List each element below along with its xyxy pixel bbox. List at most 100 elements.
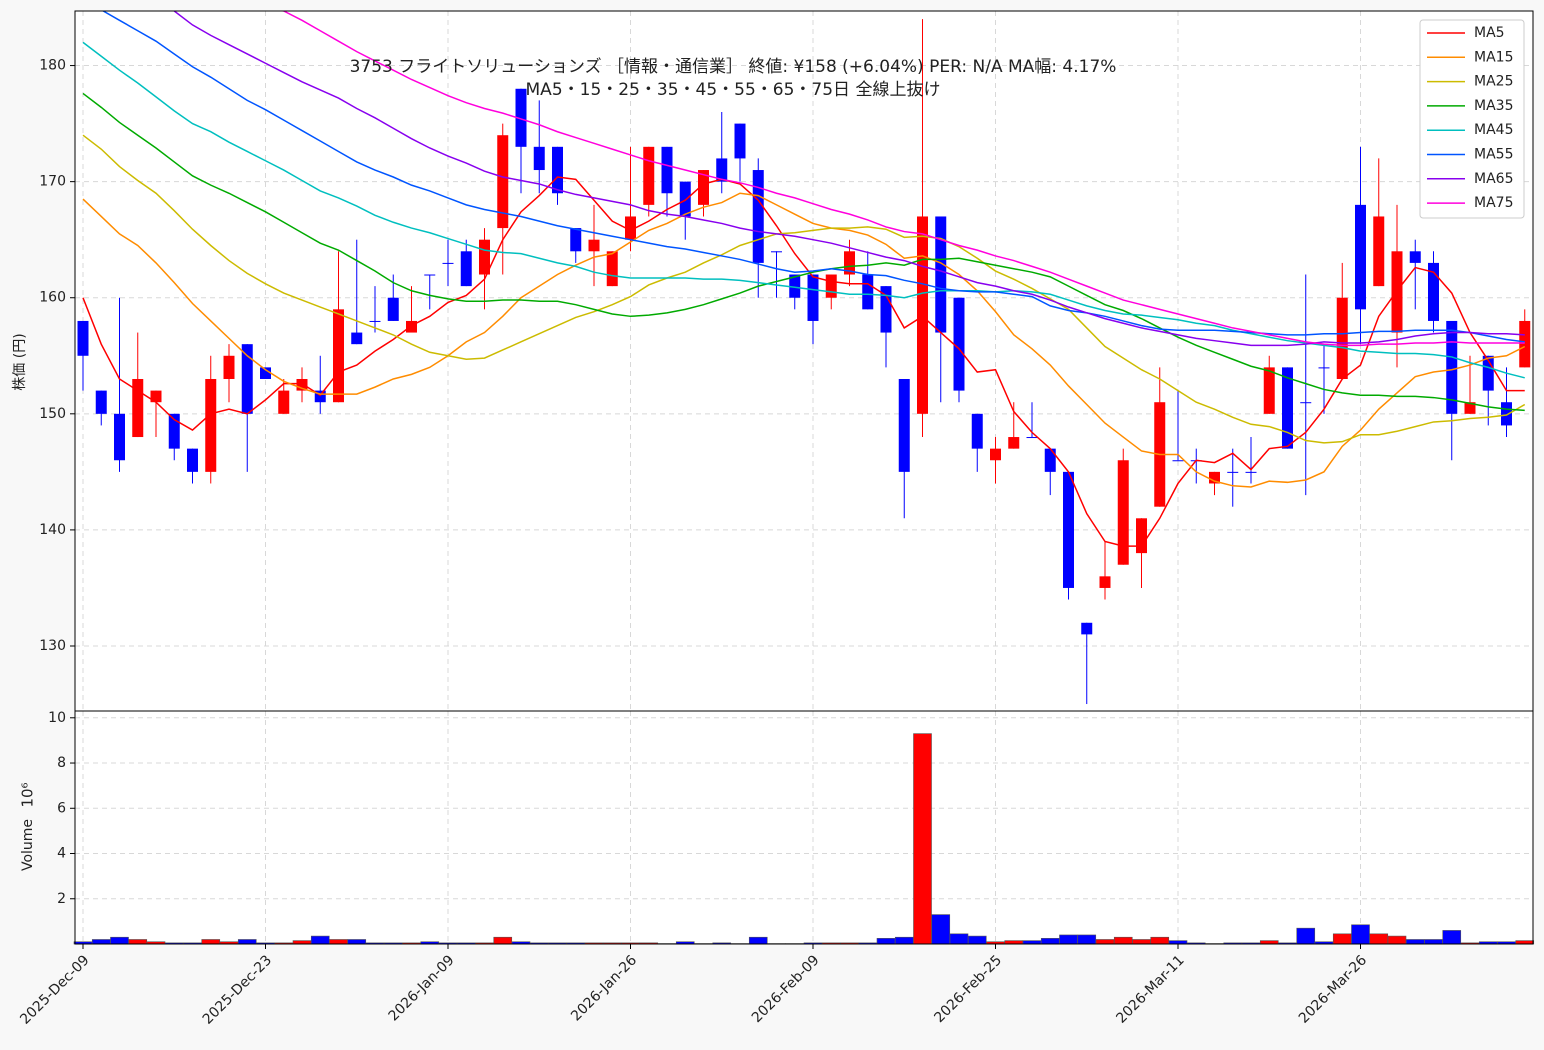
candle-body bbox=[223, 355, 235, 379]
x-tick-label: 2025-Dec-09 bbox=[17, 952, 92, 1027]
candle-body bbox=[971, 413, 983, 449]
candle-body bbox=[278, 390, 290, 414]
legend-label: MA45 bbox=[1474, 122, 1513, 138]
ma-line bbox=[82, 176, 1525, 547]
candle-body bbox=[369, 320, 381, 322]
x-tick-label: 2026-Mar-11 bbox=[1113, 952, 1187, 1026]
volume-bar bbox=[913, 733, 932, 945]
volume-bar bbox=[748, 936, 768, 945]
volume-bar bbox=[1150, 936, 1170, 945]
candle-body bbox=[1318, 367, 1330, 369]
candle-body bbox=[1008, 437, 1020, 449]
x-tick-label: 2025-Dec-23 bbox=[200, 952, 275, 1027]
candle-body bbox=[387, 297, 399, 321]
y-tick-label: 8 bbox=[57, 755, 66, 771]
legend-label: MA25 bbox=[1474, 74, 1513, 90]
candle-body bbox=[1482, 355, 1494, 391]
candle-body bbox=[1336, 297, 1348, 379]
legend-label: MA75 bbox=[1474, 195, 1513, 211]
legend: MA5 MA15 MA25 MA35 MA45 MA55 MA65 MA75 bbox=[1419, 19, 1525, 219]
candle-body bbox=[752, 170, 764, 263]
candle-body bbox=[1172, 460, 1184, 462]
volume-bar bbox=[931, 914, 951, 945]
volume-bar bbox=[1442, 930, 1462, 945]
legend-label: MA65 bbox=[1474, 171, 1513, 187]
candle-body bbox=[114, 413, 125, 461]
y-tick-label: 180 bbox=[39, 58, 66, 74]
y-tick-label: 170 bbox=[39, 174, 66, 190]
volume-bar bbox=[1387, 935, 1407, 945]
candle-body bbox=[442, 262, 454, 264]
candle-body bbox=[1519, 320, 1531, 368]
candle-body bbox=[1355, 204, 1366, 310]
candle-body bbox=[150, 390, 162, 403]
candle-body bbox=[1044, 448, 1056, 472]
candle-body bbox=[953, 297, 965, 391]
chart-subtitle: MA5・15・25・35・45・55・65・75日 全線上抜け bbox=[526, 80, 941, 100]
candle-body bbox=[588, 239, 600, 252]
candle-body bbox=[351, 332, 363, 345]
volume-bar bbox=[493, 936, 513, 945]
candle-body bbox=[1245, 471, 1257, 473]
candle-body bbox=[898, 378, 910, 472]
x-tick-label: 2026-Jan-09 bbox=[386, 952, 458, 1024]
candle-body bbox=[606, 251, 618, 287]
y-tick-label: 160 bbox=[39, 290, 66, 306]
volume-bar bbox=[347, 939, 367, 945]
volume-offset-label: 10⁶ bbox=[19, 782, 37, 807]
candle-body bbox=[734, 123, 746, 159]
candle-body bbox=[1227, 471, 1239, 473]
y-tick-label: 150 bbox=[39, 406, 66, 422]
candle-body bbox=[77, 320, 89, 356]
y-tick-label: 10 bbox=[48, 710, 66, 726]
volume-bar bbox=[1022, 940, 1042, 945]
candle-body bbox=[807, 274, 819, 321]
candle-body bbox=[497, 135, 509, 229]
candle-body bbox=[1409, 251, 1421, 263]
candle-body bbox=[1446, 320, 1458, 414]
candle-body bbox=[789, 274, 801, 298]
legend-box bbox=[1419, 19, 1525, 219]
volume-bar bbox=[91, 939, 111, 945]
price-axes bbox=[75, 11, 1533, 711]
y-tick-label: 2 bbox=[57, 891, 66, 907]
volume-bar bbox=[1095, 939, 1115, 945]
candle-body bbox=[95, 390, 107, 414]
volume-frame bbox=[74, 710, 1534, 945]
volume-bar bbox=[128, 939, 148, 945]
volume-bar bbox=[1077, 934, 1097, 945]
volume-marks bbox=[73, 733, 1535, 945]
candle-body bbox=[424, 274, 436, 276]
volume-bar bbox=[1059, 934, 1078, 945]
x-tick-label: 2026-Jan-26 bbox=[568, 952, 640, 1024]
volume-bar bbox=[1296, 927, 1316, 945]
candle-body bbox=[533, 146, 545, 171]
candle-body bbox=[844, 251, 855, 275]
candle-body bbox=[1209, 471, 1220, 484]
candle-body bbox=[698, 170, 709, 205]
chart-title: 3753 フライトソリューションズ ［情報・通信業］ 終値: ¥158 (+6.… bbox=[350, 57, 1117, 77]
candle-body bbox=[825, 274, 837, 298]
candle-body bbox=[1501, 402, 1512, 426]
ma-line bbox=[82, 134, 1526, 444]
candle-body bbox=[679, 181, 691, 217]
volume-bar bbox=[967, 935, 987, 945]
candle-body bbox=[406, 320, 417, 333]
ma-line bbox=[82, 92, 1525, 412]
candle-body bbox=[1428, 262, 1439, 321]
candle-body bbox=[1117, 460, 1129, 565]
candle-body bbox=[1300, 402, 1312, 404]
volume-bar bbox=[1040, 938, 1060, 945]
volume-bar bbox=[1351, 924, 1370, 945]
candle-body bbox=[625, 216, 636, 240]
candle-body bbox=[1063, 471, 1074, 588]
volume-bar bbox=[1332, 933, 1352, 945]
candle-body bbox=[661, 146, 673, 194]
candle-body bbox=[1464, 402, 1476, 414]
candle-body bbox=[990, 448, 1001, 461]
volume-bar bbox=[1113, 936, 1133, 945]
candle-body bbox=[1263, 367, 1275, 414]
candle-body bbox=[479, 239, 490, 275]
candle-body bbox=[296, 378, 308, 391]
